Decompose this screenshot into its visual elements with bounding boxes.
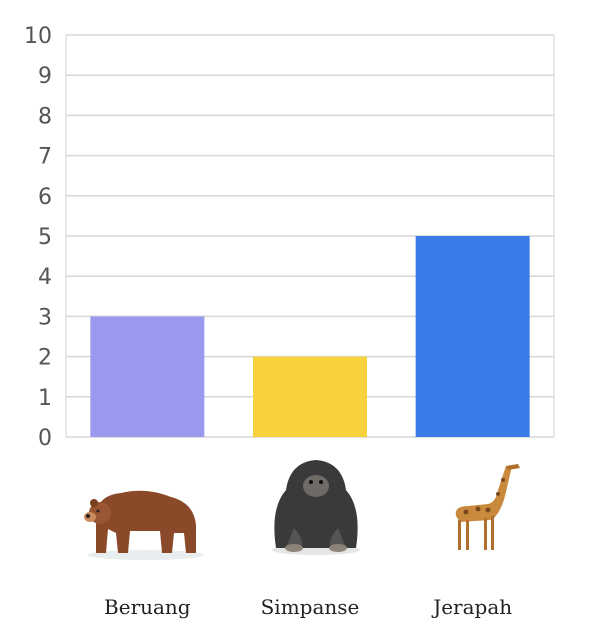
y-tick-label: 9 [38,64,52,89]
y-axis-ticks: 0 1 2 3 4 5 6 7 8 9 10 [24,24,52,451]
bear-icon [84,490,204,560]
y-tick-label: 7 [38,145,52,170]
y-tick-label: 1 [38,386,52,411]
bar-simpanse [253,356,367,437]
y-tick-label: 4 [38,265,52,290]
y-tick-label: 3 [38,305,52,330]
y-tick-label: 2 [38,346,52,371]
giraffe-icon [455,464,520,550]
bars [90,236,530,437]
chimpanzee-icon [272,460,360,555]
x-axis-labels: Beruang Simpanse Jerapah [104,595,512,619]
bar-jerapah [415,236,530,437]
y-tick-label: 6 [38,185,52,210]
y-tick-label: 10 [24,24,52,49]
y-tick-label: 8 [38,104,52,129]
bar-beruang [90,316,205,437]
y-tick-label: 0 [38,426,52,451]
category-label-jerapah: Jerapah [431,595,512,619]
y-tick-label: 5 [38,225,52,250]
category-label-simpanse: Simpanse [261,595,360,619]
category-label-beruang: Beruang [104,595,191,619]
